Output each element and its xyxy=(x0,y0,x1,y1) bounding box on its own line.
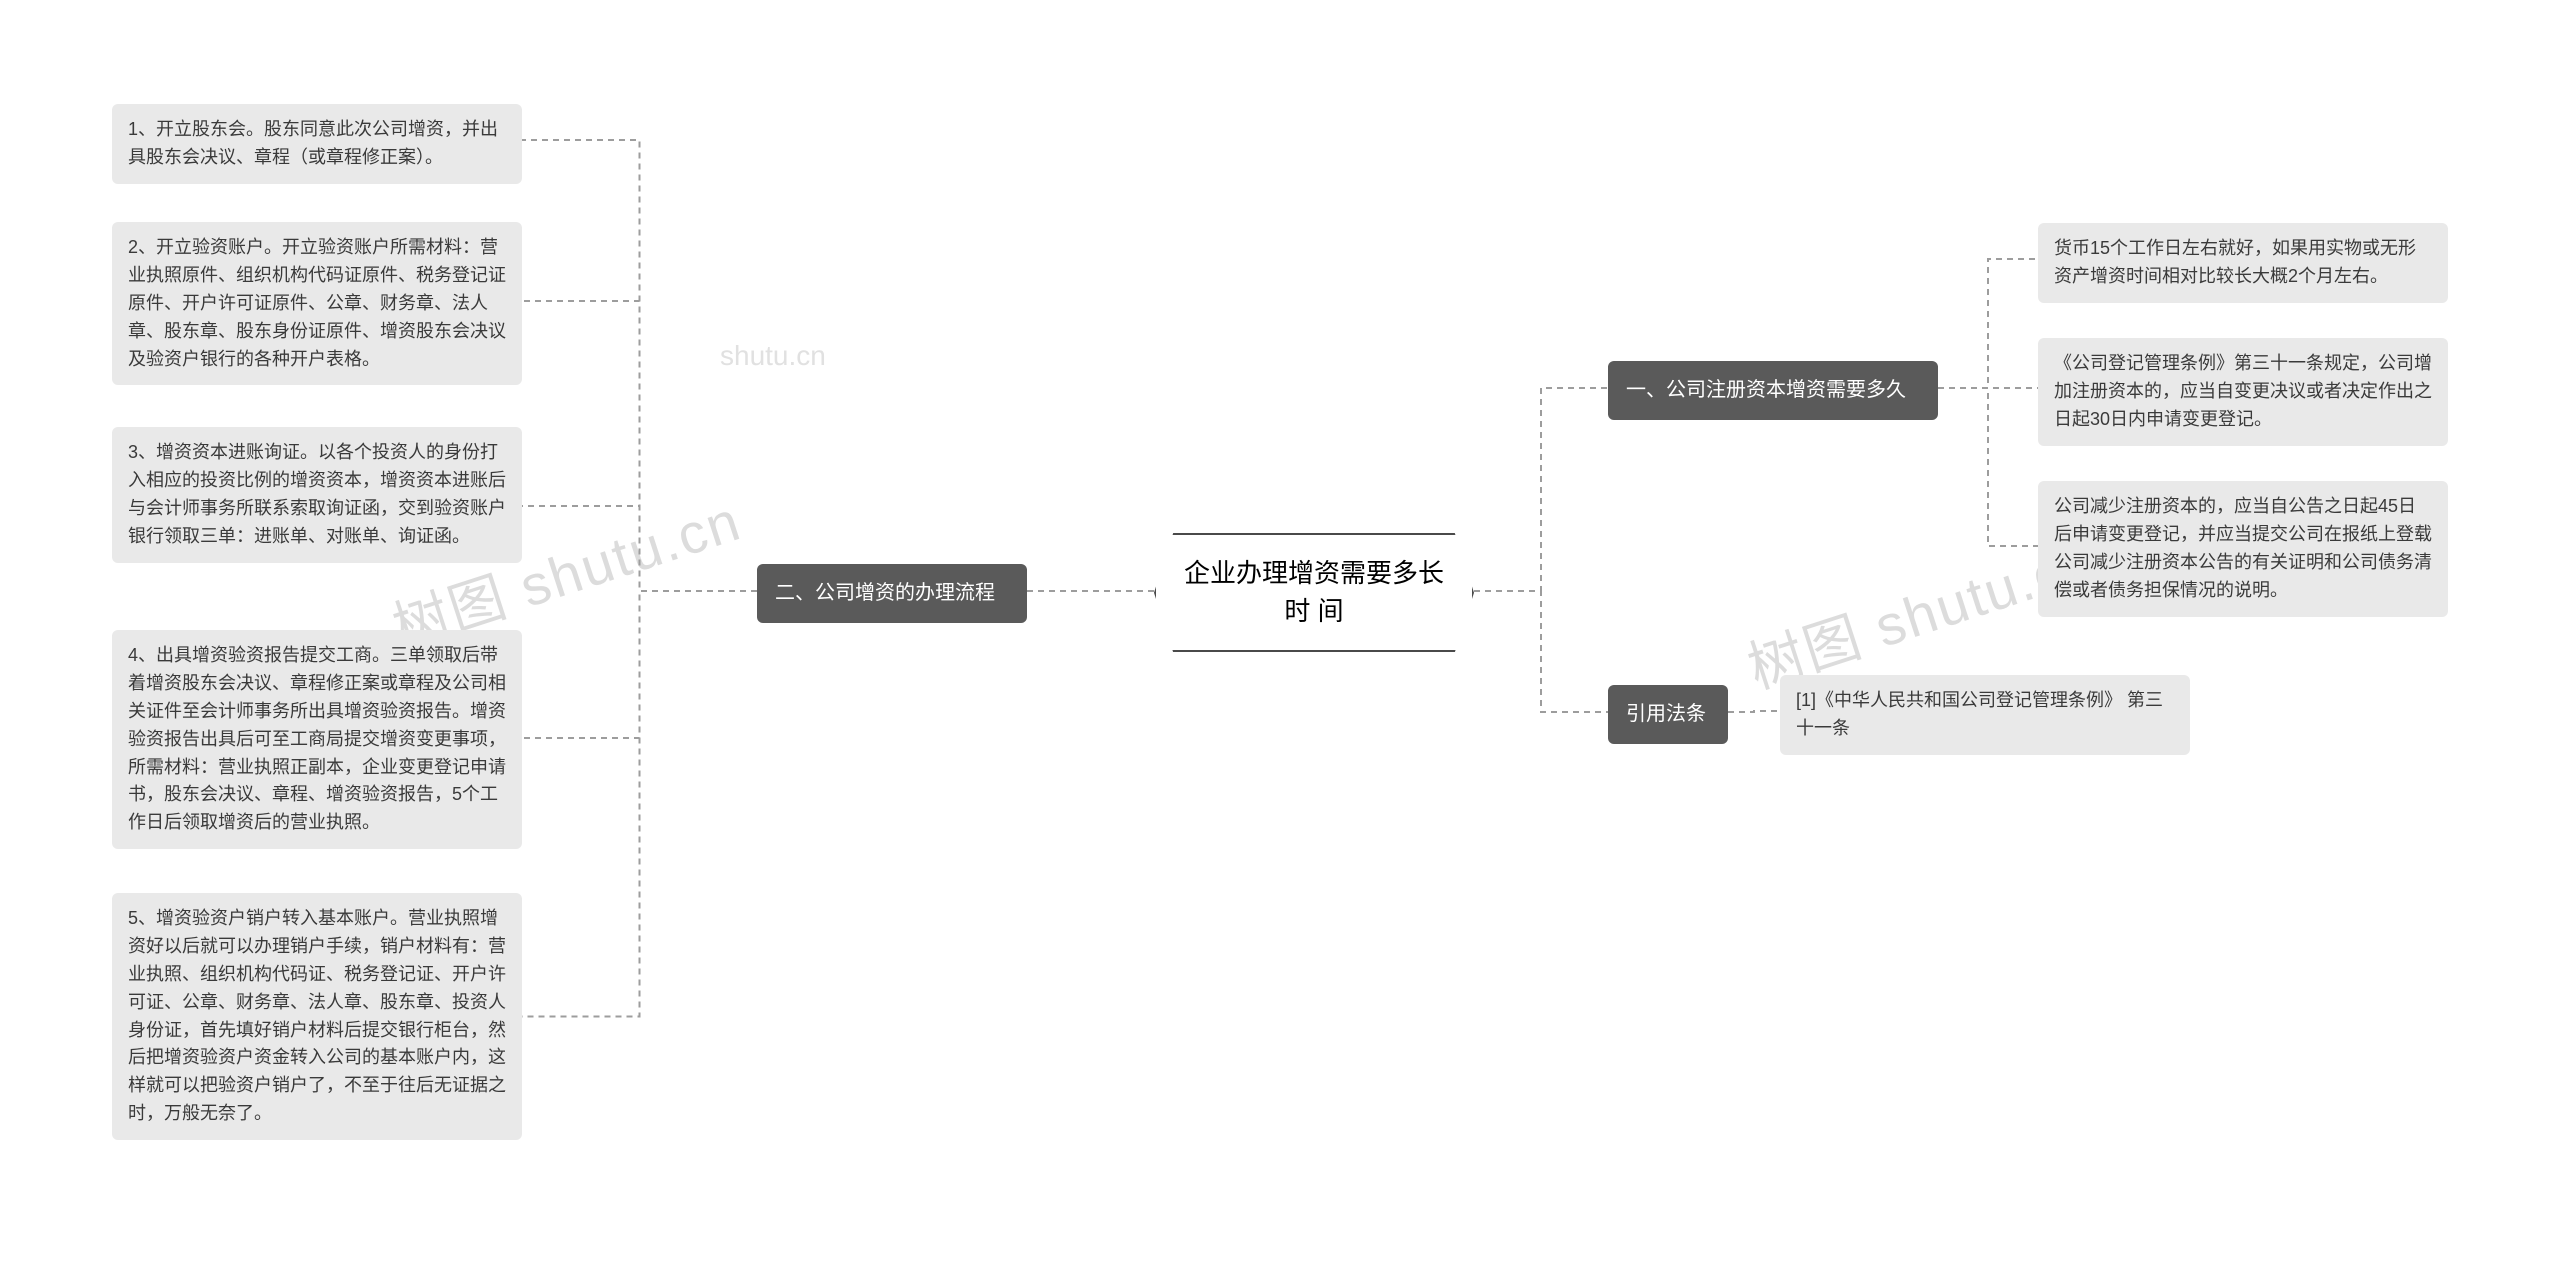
leaf-l1-1: 2、开立验资账户。开立验资账户所需材料：营业执照原件、组织机构代码证原件、税务登… xyxy=(112,222,522,385)
leaf-l1-2: 3、增资资本进账询证。以各个投资人的身份打入相应的投资比例的增资资本，增资资本进… xyxy=(112,427,522,563)
branch-right-1: 一、公司注册资本增资需要多久 xyxy=(1608,361,1938,420)
leaf-r2-0: [1]《中华人民共和国公司登记管理条例》 第三十一条 xyxy=(1780,675,2190,755)
branch-left-1: 二、公司增资的办理流程 xyxy=(757,564,1027,623)
leaf-r1-0: 货币15个工作日左右就好，如果用实物或无形资产增资时间相对比较长大概2个月左右。 xyxy=(2038,223,2448,303)
leaf-l1-3: 4、出具增资验资报告提交工商。三单领取后带着增资股东会决议、章程修正案或章程及公… xyxy=(112,630,522,849)
root-node: 企业办理增资需要多长时 间 xyxy=(1154,533,1474,652)
leaf-l1-0: 1、开立股东会。股东同意此次公司增资，并出具股东会决议、章程（或章程修正案）。 xyxy=(112,104,522,184)
leaf-r1-2: 公司减少注册资本的，应当自公告之日起45日后申请变更登记，并应当提交公司在报纸上… xyxy=(2038,481,2448,617)
branch-right-2: 引用法条 xyxy=(1608,685,1728,744)
leaf-r1-1: 《公司登记管理条例》第三十一条规定，公司增加注册资本的，应当自变更决议或者决定作… xyxy=(2038,338,2448,446)
leaf-l1-4: 5、增资验资户销户转入基本账户。营业执照增资好以后就可以办理销户手续，销户材料有… xyxy=(112,893,522,1140)
watermark-3: shutu.cn xyxy=(720,340,826,372)
